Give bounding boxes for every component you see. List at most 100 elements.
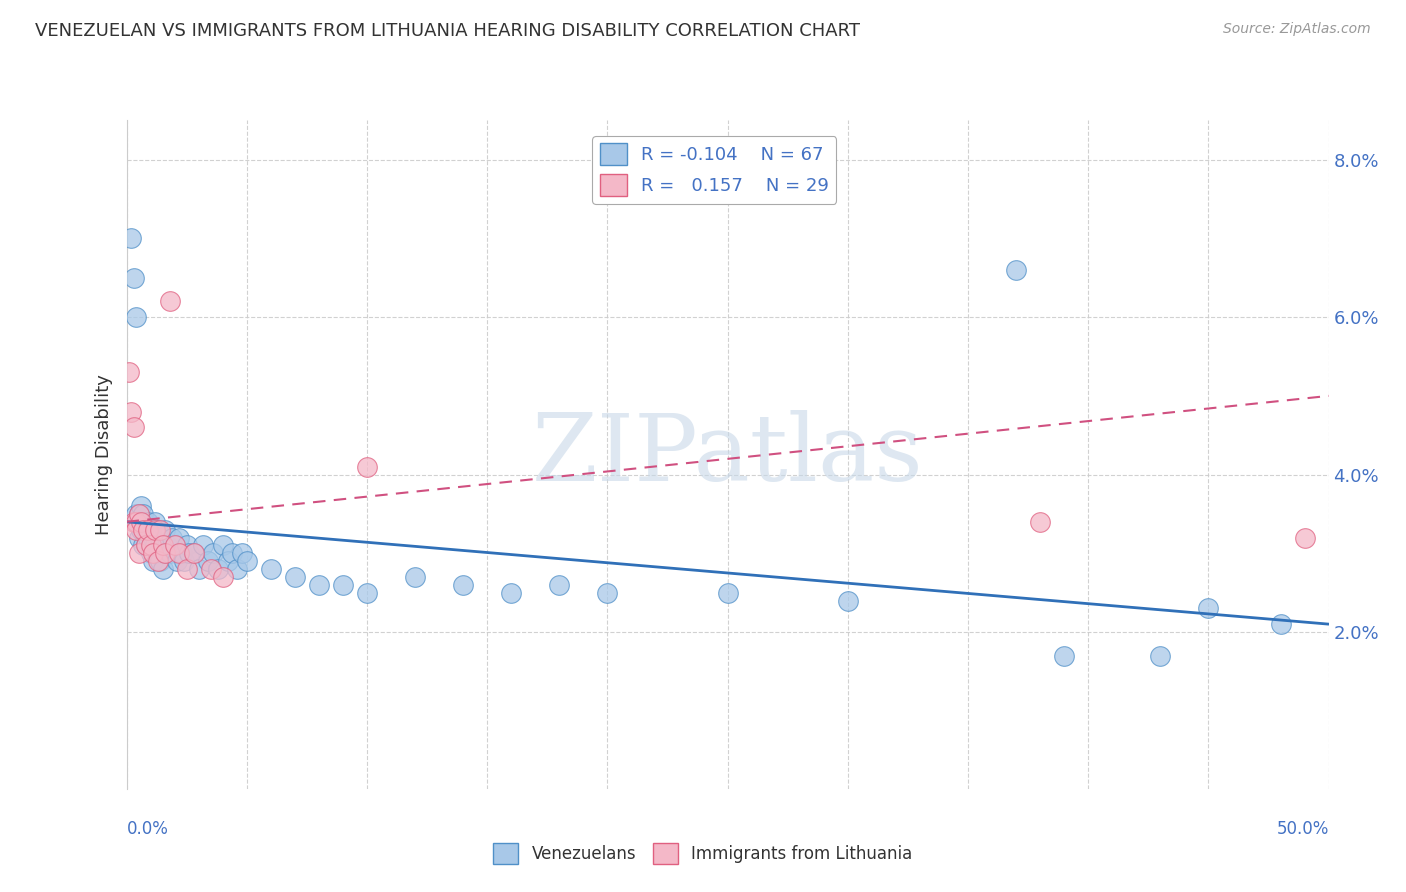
Point (169, 546, 191, 560)
Text: 0.0%: 0.0% (127, 820, 169, 838)
Point (120, 404, 142, 418)
Point (149, 531, 172, 545)
Point (129, 523, 152, 537)
Point (128, 546, 150, 560)
Point (1270, 617, 1292, 632)
Point (356, 585, 378, 599)
Point (596, 585, 619, 599)
Point (128, 507, 150, 521)
Text: 50.0%: 50.0% (1277, 820, 1329, 838)
Point (132, 538, 155, 552)
Point (202, 546, 225, 560)
Point (152, 538, 174, 552)
Point (235, 554, 259, 568)
Point (356, 459, 378, 474)
Point (193, 538, 215, 552)
Text: ZIPatlas: ZIPatlas (531, 410, 924, 500)
Point (122, 270, 145, 285)
Point (139, 523, 162, 537)
Point (125, 515, 148, 529)
Point (226, 562, 249, 576)
Point (1029, 515, 1052, 529)
Point (451, 578, 474, 592)
Point (159, 546, 181, 560)
Point (501, 585, 523, 599)
Point (284, 570, 307, 584)
Point (145, 523, 167, 537)
Point (153, 546, 176, 560)
Point (548, 578, 571, 592)
Point (1149, 648, 1171, 663)
Point (142, 546, 165, 560)
Point (173, 554, 195, 568)
Text: VENEZUELAN VS IMMIGRANTS FROM LITHUANIA HEARING DISABILITY CORRELATION CHART: VENEZUELAN VS IMMIGRANTS FROM LITHUANIA … (35, 22, 860, 40)
Point (149, 523, 172, 537)
Point (129, 499, 152, 513)
Point (1197, 601, 1219, 615)
Point (332, 578, 354, 592)
Point (211, 538, 233, 552)
Point (260, 562, 283, 576)
Point (170, 546, 193, 560)
Point (128, 507, 150, 521)
Point (135, 523, 157, 537)
Point (152, 538, 174, 552)
Point (207, 562, 229, 576)
Point (187, 562, 209, 576)
Point (146, 523, 169, 537)
Point (163, 538, 186, 552)
Point (716, 585, 740, 599)
Point (120, 231, 142, 245)
Point (308, 578, 330, 592)
Point (125, 523, 148, 537)
Point (142, 554, 165, 568)
Point (159, 294, 181, 309)
Point (160, 531, 183, 545)
Point (146, 554, 169, 568)
Legend: Venezuelans, Immigrants from Lithuania: Venezuelans, Immigrants from Lithuania (486, 837, 920, 871)
Point (1294, 531, 1316, 545)
Point (221, 546, 243, 560)
Point (136, 523, 159, 537)
Point (118, 365, 141, 379)
Point (122, 420, 145, 434)
Point (128, 531, 150, 545)
Point (136, 531, 159, 545)
Point (197, 554, 219, 568)
Point (136, 515, 159, 529)
Point (183, 546, 205, 560)
Point (837, 593, 859, 607)
Point (142, 531, 165, 545)
Point (125, 310, 148, 325)
Point (135, 538, 157, 552)
Point (1053, 648, 1076, 663)
Point (177, 546, 200, 560)
Point (183, 546, 205, 560)
Point (129, 515, 152, 529)
Point (200, 562, 222, 576)
Point (211, 570, 233, 584)
Point (217, 554, 239, 568)
Point (153, 546, 176, 560)
Point (135, 538, 157, 552)
Point (153, 523, 176, 537)
Text: Source: ZipAtlas.com: Source: ZipAtlas.com (1223, 22, 1371, 37)
Y-axis label: Hearing Disability: Hearing Disability (94, 375, 112, 535)
Point (156, 538, 179, 552)
Legend: R = -0.104    N = 67, R =   0.157    N = 29: R = -0.104 N = 67, R = 0.157 N = 29 (592, 136, 837, 203)
Point (404, 570, 426, 584)
Point (231, 546, 253, 560)
Point (139, 546, 162, 560)
Point (139, 538, 162, 552)
Point (163, 538, 186, 552)
Point (149, 554, 172, 568)
Point (176, 562, 198, 576)
Point (176, 538, 198, 552)
Point (122, 515, 145, 529)
Point (1005, 263, 1028, 277)
Point (145, 538, 167, 552)
Point (132, 507, 155, 521)
Point (132, 523, 155, 537)
Point (146, 546, 169, 560)
Point (166, 554, 188, 568)
